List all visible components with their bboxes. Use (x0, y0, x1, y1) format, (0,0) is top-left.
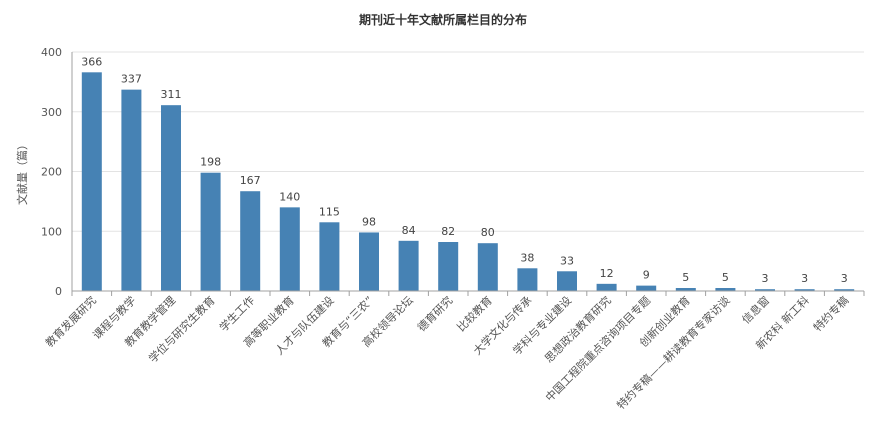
bar (675, 288, 696, 291)
x-category-label: 思想政治教育研究 (542, 293, 614, 365)
bar (755, 289, 775, 291)
bar (477, 243, 498, 291)
bar (794, 289, 815, 291)
data-label: 140 (279, 190, 300, 203)
data-label: 311 (161, 88, 182, 101)
data-label: 198 (200, 156, 221, 169)
gridlines (72, 51, 864, 232)
bar (557, 271, 577, 291)
x-category-label: 学生工作 (216, 293, 257, 334)
y-tick-label: 200 (41, 166, 62, 179)
data-label: 3 (841, 272, 848, 285)
x-category-label: 德育研究 (414, 293, 455, 334)
bar (517, 268, 538, 291)
bar (398, 240, 419, 291)
data-label: 98 (362, 215, 376, 228)
bar (438, 242, 459, 291)
data-label: 366 (81, 55, 102, 68)
y-tick-label: 400 (41, 46, 62, 59)
x-category-label: 比较教育 (454, 293, 495, 334)
data-label: 5 (722, 271, 729, 284)
y-tick-label: 0 (55, 285, 62, 298)
data-label: 337 (121, 73, 142, 86)
y-axis-ticks: 0 100 200 300 400 (41, 46, 62, 298)
data-label: 5 (682, 271, 689, 284)
x-category-label: 信息窗 (739, 293, 772, 326)
x-category-label: 特约专稿 (810, 293, 851, 334)
data-label: 84 (402, 224, 416, 237)
x-category-label: 学位与研究生教育 (146, 293, 218, 365)
x-axis-ticks (71, 291, 865, 296)
y-axis-label: 文献量（篇） (15, 139, 29, 205)
bar (715, 288, 736, 291)
chart-title: 期刊近十年文献所属栏目的分布 (359, 12, 527, 27)
bars (81, 72, 855, 292)
data-label: 115 (319, 205, 340, 218)
bar (636, 285, 657, 291)
bar (279, 207, 300, 291)
y-tick-label: 300 (41, 106, 62, 119)
data-label: 3 (801, 272, 808, 285)
data-label: 38 (520, 251, 534, 264)
bar (834, 289, 855, 291)
y-tick-label: 100 (41, 225, 62, 238)
bar (240, 191, 261, 291)
data-label: 167 (240, 174, 261, 187)
bar (359, 232, 379, 291)
bar (200, 172, 221, 291)
data-label: 80 (481, 226, 495, 239)
data-label: 12 (600, 267, 614, 280)
bar (161, 105, 181, 292)
bar (121, 89, 142, 291)
data-label: 3 (762, 272, 769, 285)
bar (319, 222, 340, 291)
bar (81, 72, 102, 291)
bar (596, 283, 617, 291)
data-label: 9 (643, 269, 650, 282)
x-category-label: 教育发展研究 (42, 293, 99, 350)
data-label: 82 (441, 225, 455, 238)
data-label: 33 (560, 254, 574, 267)
